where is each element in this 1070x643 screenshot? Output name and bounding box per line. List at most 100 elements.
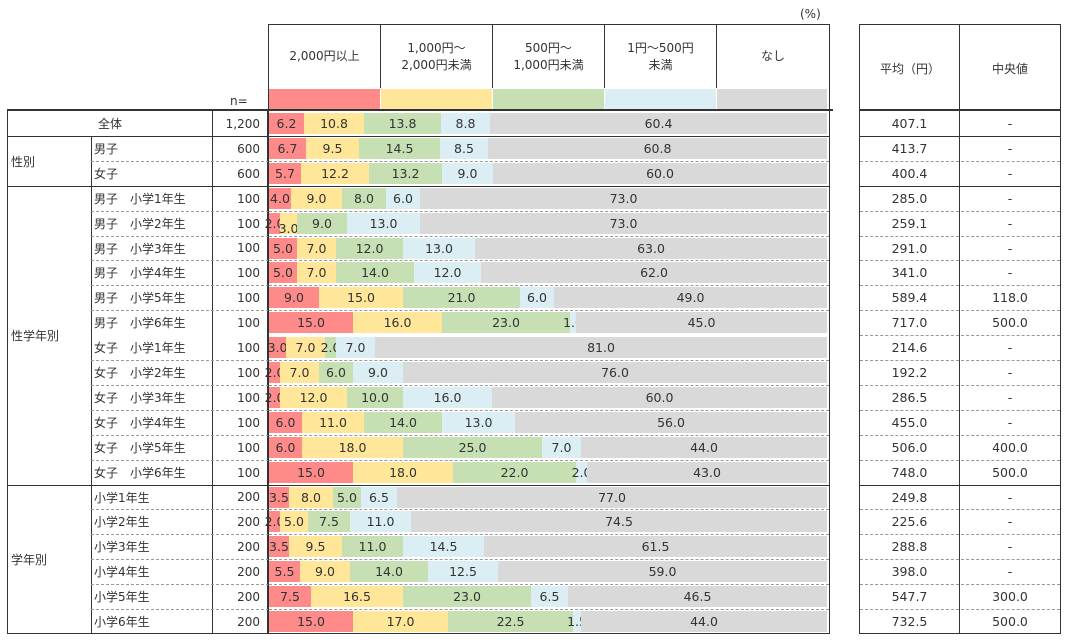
row-n: 600 [237,166,260,181]
row-separator [269,310,829,311]
bar-value-label: 6.5 [369,490,389,505]
bar-segment: 2.0 [572,462,591,483]
bar-segment: 76.0 [403,362,827,383]
bar-value-label: 5.0 [273,265,293,280]
mean-value: 732.5 [891,614,928,629]
median-value: 300.0 [992,589,1028,604]
row-separator [269,534,829,535]
row-n: 200 [237,539,260,554]
bar-value-label: 77.0 [598,490,626,505]
row-separator [91,385,269,386]
bar-value-label: 8.0 [354,191,374,206]
bar-value-label: 9.0 [457,166,478,181]
mean-value: 748.0 [891,465,928,480]
row-n: 100 [237,440,260,455]
bar-segment: 77.0 [397,487,827,508]
bar-segment: 12.2 [301,163,369,184]
median-value: - [1007,191,1013,206]
bar-segment: 43.0 [587,462,827,483]
bar-segment: 8.8 [441,113,490,134]
row-separator [91,310,269,311]
median-value: 500.0 [992,315,1028,330]
row-separator [269,161,829,162]
bar-segment: 8.0 [342,188,386,209]
bar-value-label: 9.0 [312,216,332,231]
mean-value: 717.0 [891,315,928,330]
bar-value-label: 14.0 [389,415,417,430]
bar-value-label: 73.0 [609,191,638,206]
row-n: 200 [237,490,260,504]
bar-segment: 7.0 [297,262,336,283]
row-n: 200 [237,614,260,629]
row-separator [860,609,1060,610]
bar-segment: 7.0 [280,362,319,383]
bar-value-label: 12.0 [355,241,384,256]
median-value: 500.0 [992,465,1028,480]
median-value: 500.0 [992,614,1028,629]
bar-value-label: 3.5 [269,490,289,505]
bar-segment: 3.0 [268,337,287,358]
bar-segment: 6.0 [319,362,353,383]
row-n: 100 [237,191,260,206]
bar-segment: 16.5 [311,586,403,607]
bar-segment: 25.0 [403,437,542,458]
bar-segment: 5.0 [280,511,308,532]
mean-value: 341.0 [891,265,928,280]
bar-segment: 7.0 [336,337,375,358]
mean-value: 407.1 [891,116,928,131]
bar-segment: 12.0 [280,387,347,408]
bar-segment: 6.2 [269,113,304,134]
legend-label: 1,000円～ 2,000円未満 [381,25,493,88]
bar-value-label: 7.0 [289,365,310,380]
row-label: 女子 小学3年生 [94,391,186,405]
bar-value-label: 9.0 [306,191,327,206]
bar-value-label: 17.0 [386,614,415,629]
bar-value-label: 61.5 [641,539,670,554]
row-label: 全体 [97,117,122,131]
bar-value-label: 12.0 [433,265,462,280]
bar-segment: 23.0 [403,586,531,607]
bar-value-label: 15.0 [297,315,325,330]
median-value: - [1007,539,1013,554]
bar-value-label: 18.0 [338,440,367,455]
bar-value-label: 7.5 [280,589,300,604]
bar-value-label: 7.5 [319,514,339,529]
bar-value-label: 6.2 [276,116,297,131]
median-value: - [1007,240,1013,256]
bar-segment: 6.5 [531,586,568,607]
row-label: 男子 小学2年生 [94,217,186,231]
bar-segment: 60.0 [493,163,827,184]
row-label: 女子 小学6年生 [94,466,186,480]
right-header-divider [859,109,1061,111]
row-label: 男子 [94,142,119,156]
bar-segment: 73.0 [420,188,827,209]
row-label: 男子 小学4年生 [94,266,186,280]
median-value: - [1007,415,1013,430]
row-n: 200 [237,564,260,579]
bar-segment: 2.0 [265,387,284,408]
bar-value-label: 9.5 [322,141,343,156]
bar-segment: 6.5 [361,487,397,508]
bar-segment: 62.0 [481,262,827,283]
median-value: - [1007,141,1013,156]
legend-label: 1円～500円 未満 [605,25,717,88]
bar-segment: 56.0 [515,412,827,433]
bar-segment: 7.5 [308,511,350,532]
bar-value-label: 13.0 [369,216,398,231]
legend-swatch [381,89,492,110]
column-divider [959,25,960,633]
bar-value-label: 8.0 [301,490,321,505]
bar-value-label: 2.0 [264,365,285,380]
bar-segment: 7.0 [542,437,581,458]
bar-segment: 3.5 [269,536,289,557]
bar-value-label: 10.8 [320,116,348,131]
bar-value-label: 21.0 [447,290,476,305]
row-label: 女子 小学4年生 [94,416,186,430]
bar-value-label: 5.0 [284,514,304,529]
bar-segment: 7.5 [269,586,311,607]
bar-value-label: 4.0 [270,191,290,206]
row-separator [91,584,269,585]
stats-table: 平均（円） 中央値 407.1 - 413.7 - 400.4 - 285.0 - 259.1 -… [859,24,1061,634]
mean-value: 214.6 [891,340,928,355]
row-separator [269,559,829,560]
